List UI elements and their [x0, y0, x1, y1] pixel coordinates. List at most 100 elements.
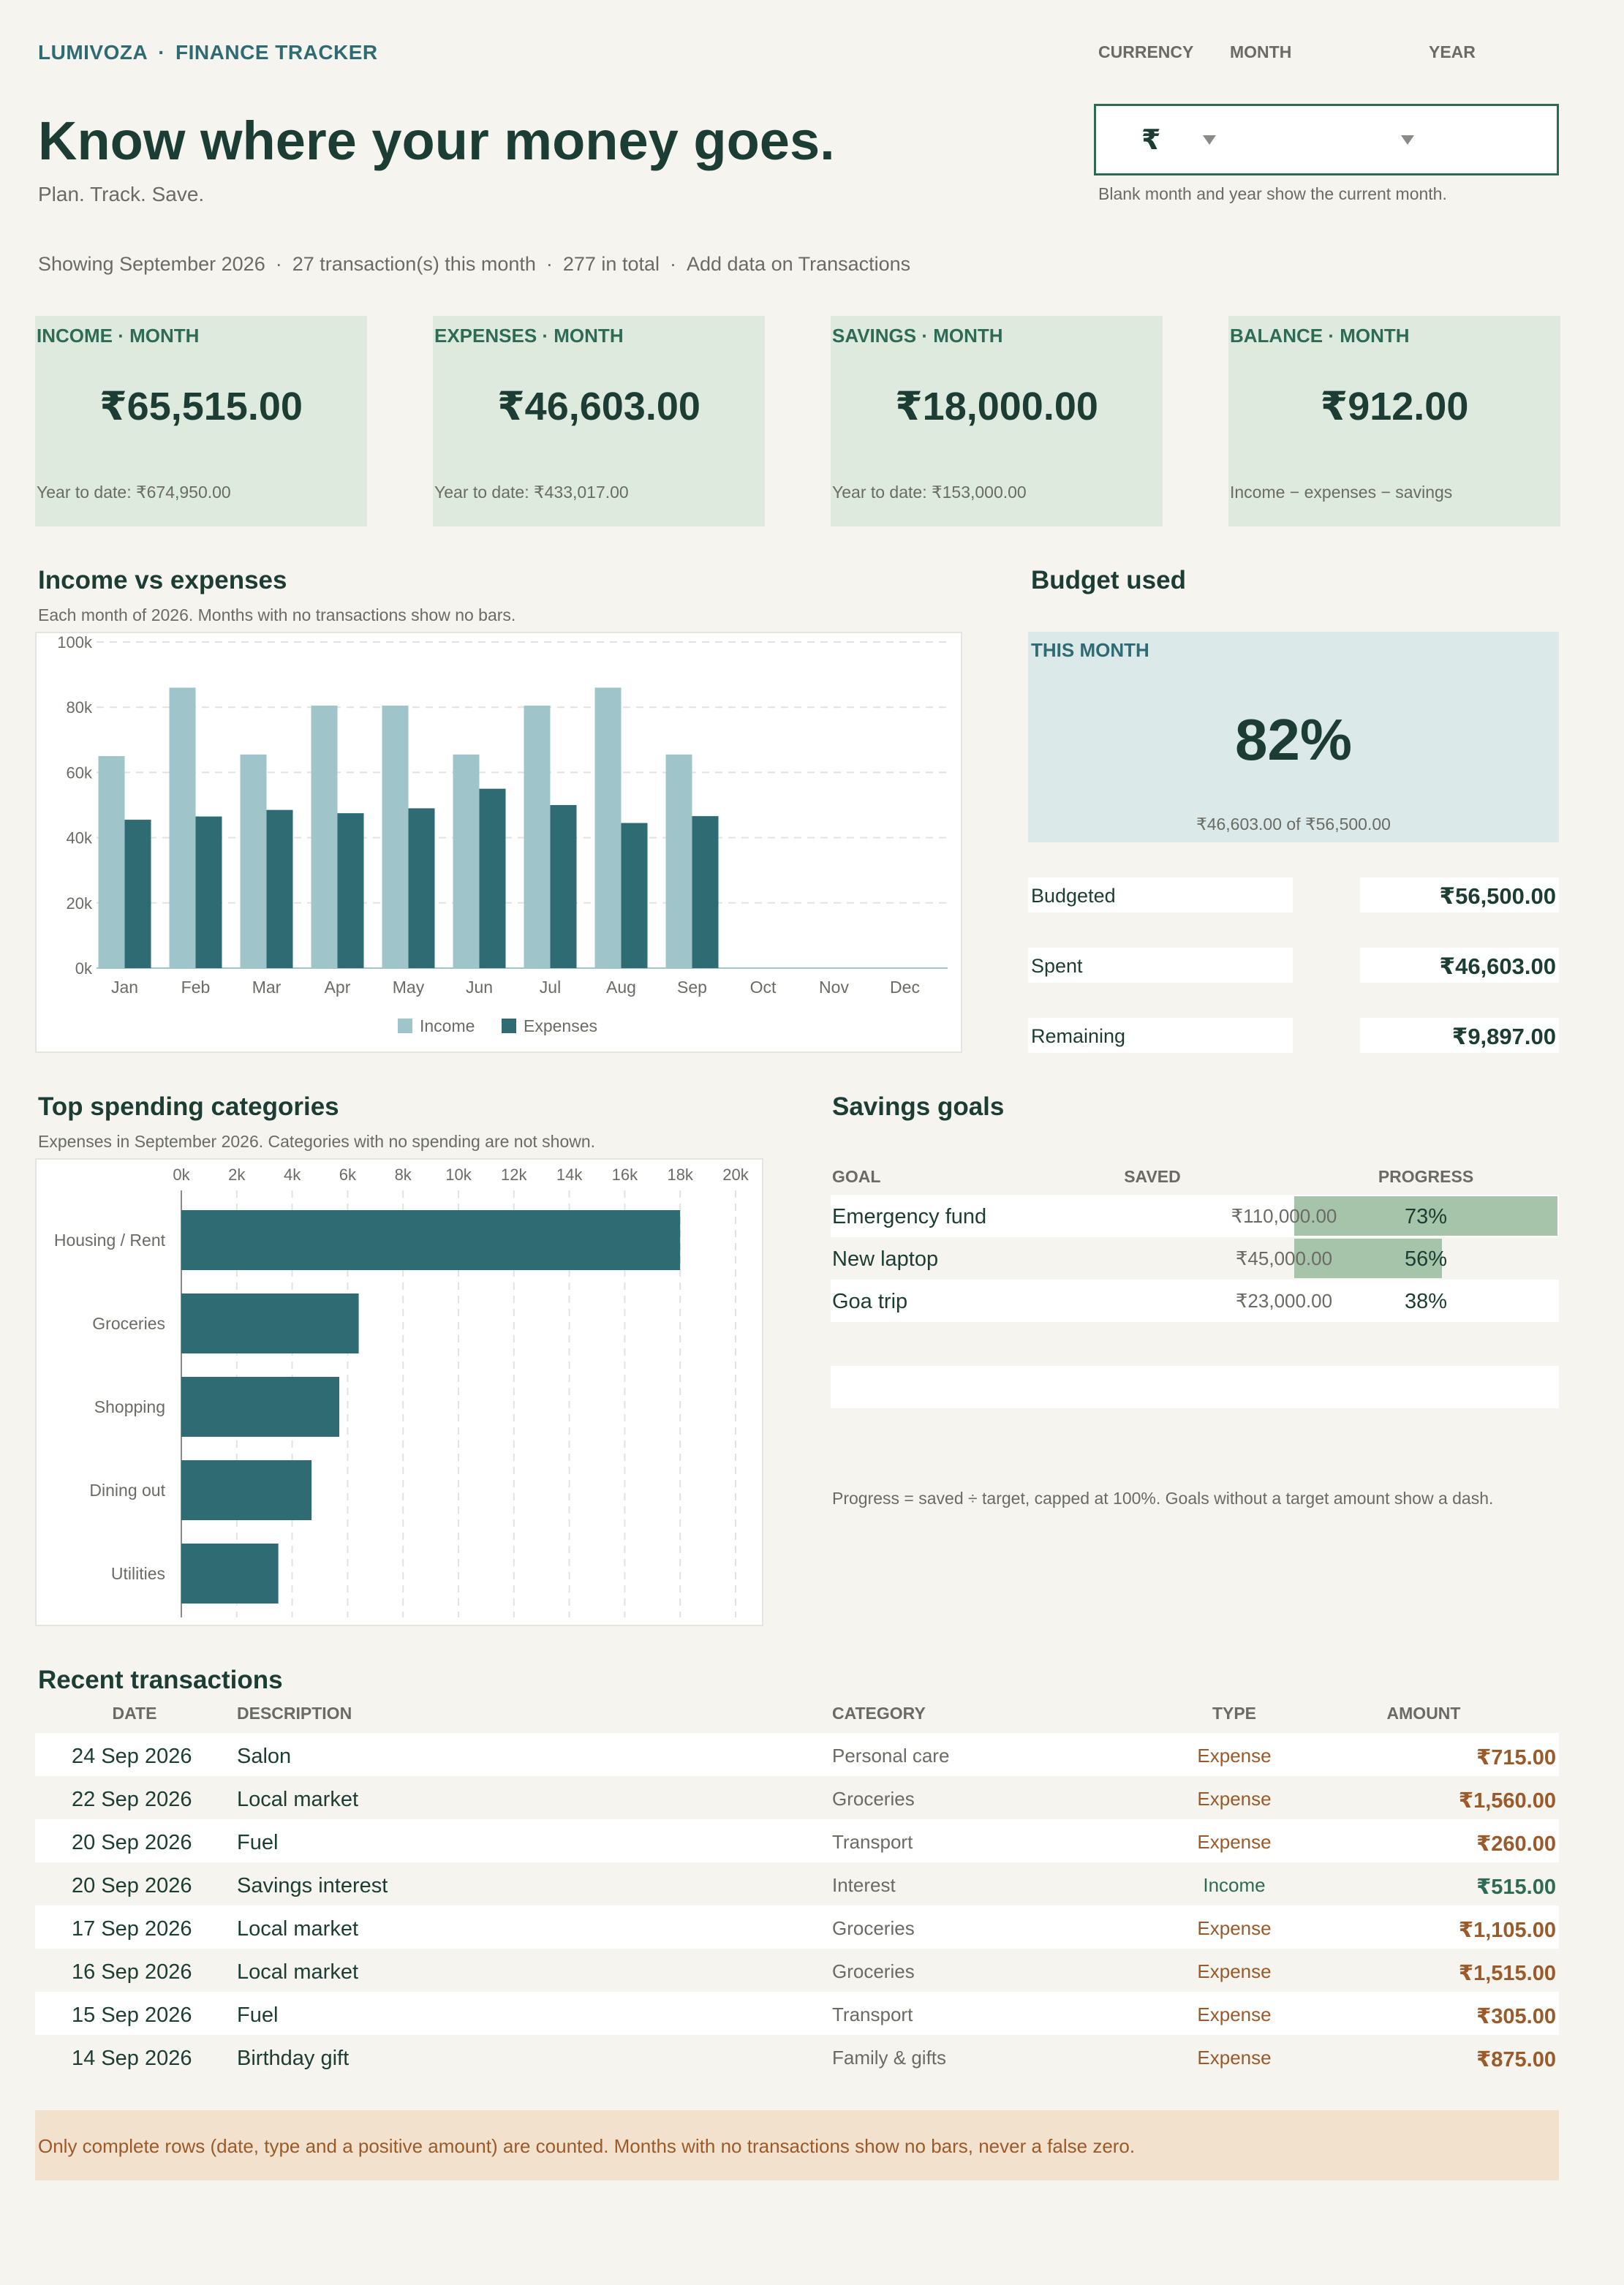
x-tick-label: 0k [173, 1166, 190, 1184]
tx-type: Expense [1197, 1788, 1272, 1810]
spending-categories-chart: 0k 2k 4k 6k 8k 10k 12k 14k 16k 18k 20k Housing / Re… [54, 1166, 749, 1617]
tx-description: Local market [237, 1960, 359, 1984]
category-label: Utilities [111, 1564, 165, 1583]
category-label: Dining out [89, 1481, 165, 1500]
budget-percent: 82% [1234, 707, 1353, 772]
goals-col-progress: PROGRESS [1378, 1167, 1474, 1186]
budget-row-value: ₹46,603.00 [1360, 948, 1559, 983]
tx-date: 22 Sep 2026 [72, 1788, 192, 1811]
kpi-label: BALANCE · MONTH [1230, 325, 1410, 347]
tx-category: Transport [832, 1831, 913, 1853]
budget-of-text: ₹46,603.00 of ₹56,500.00 [1196, 815, 1391, 834]
bar-expenses [479, 788, 506, 968]
tx-amount: ₹1,515.00 [1458, 1962, 1556, 1985]
add-data-link[interactable]: Add data on Transactions [686, 253, 911, 275]
category-label: Groceries [92, 1314, 165, 1333]
goal-name: Goa trip [832, 1290, 908, 1313]
goals-col-saved: SAVED [1124, 1167, 1181, 1186]
tx-type: Expense [1197, 1831, 1272, 1853]
tx-type: Expense [1197, 1745, 1272, 1767]
year-input[interactable] [1424, 104, 1559, 175]
budget-row-label: Remaining [1028, 1018, 1293, 1053]
bar-income [665, 754, 692, 968]
tx-amount: ₹1,105.00 [1458, 1919, 1556, 1942]
currency-select[interactable]: ₹ [1094, 104, 1228, 175]
tx-description: Local market [237, 1917, 359, 1941]
status-line: Showing September 2026 · 27 transaction(s)… [38, 253, 910, 276]
x-tick-label: Aug [606, 978, 636, 997]
kpi-label: SAVINGS · MONTH [832, 325, 1003, 347]
goal-progress-text: 56% [1404, 1247, 1448, 1271]
x-tick-label: 16k [612, 1166, 638, 1184]
goals-empty-row [831, 1366, 1559, 1408]
tx-date: 20 Sep 2026 [72, 1874, 192, 1897]
category-chart-panel: 0k 2k 4k 6k 8k 10k 12k 14k 16k 18k 20k Housing / Re… [35, 1158, 763, 1626]
status-separator: · [545, 253, 553, 275]
bar-expenses [621, 823, 648, 968]
kpi-subtext: Year to date: ₹433,017.00 [434, 483, 629, 502]
x-tick-label: Oct [750, 978, 777, 997]
kpi-value: ₹46,603.00 [497, 385, 700, 428]
x-tick-label: Jul [540, 978, 561, 997]
tx-category: Transport [832, 2003, 913, 2025]
kpi-subtext: Year to date: ₹153,000.00 [832, 483, 1027, 502]
month-select[interactable] [1226, 104, 1427, 175]
tx-category: Interest [832, 1874, 896, 1896]
tx-amount: ₹875.00 [1476, 2048, 1556, 2071]
y-tick-label: 0k [75, 959, 93, 978]
tx-type: Expense [1197, 2003, 1272, 2025]
tx-type: Expense [1197, 1917, 1272, 1939]
transaction-row: 22 Sep 2026 Local market Groceries Expense ₹… [35, 1776, 1559, 1819]
tx-category: Personal care [832, 1745, 950, 1767]
bar-expenses [337, 813, 364, 968]
bar-income [98, 756, 125, 968]
transaction-row: 24 Sep 2026 Salon Personal care Expense ₹715… [35, 1733, 1559, 1776]
y-tick-label: 60k [67, 763, 93, 782]
tx-date: 20 Sep 2026 [72, 1831, 192, 1854]
tx-amount: ₹715.00 [1476, 1746, 1556, 1770]
budget-row-value: ₹56,500.00 [1360, 877, 1559, 913]
y-tick-label: 100k [57, 633, 93, 651]
transaction-row: 16 Sep 2026 Local market Groceries Expense ₹… [35, 1949, 1559, 1992]
category-bar [181, 1377, 340, 1437]
kpi-subtext: Year to date: ₹674,950.00 [37, 483, 231, 502]
tx-date: 14 Sep 2026 [72, 2047, 192, 2070]
bar-income [240, 754, 267, 968]
bar-expenses [408, 808, 435, 968]
tx-amount: ₹1,560.00 [1458, 1789, 1556, 1813]
brand-separator: · [158, 41, 166, 64]
tx-category: Groceries [832, 1960, 915, 1982]
income-chart-subtitle: Each month of 2026. Months with no trans… [38, 605, 516, 624]
tx-col-date: DATE [112, 1704, 157, 1723]
controls-note: Blank month and year show the current mo… [1098, 184, 1447, 203]
goal-name: New laptop [832, 1247, 939, 1271]
category-bar [181, 1460, 312, 1520]
showing-period: Showing September 2026 [38, 253, 265, 275]
bar-income [524, 705, 551, 968]
tx-col-type: TYPE [1212, 1704, 1257, 1723]
goals-col-goal: GOAL [832, 1167, 881, 1186]
kpi-subtext: Income − expenses − savings [1230, 483, 1453, 502]
budget-usage-box: THIS MONTH 82% ₹46,603.00 of ₹56,500.00 [1028, 632, 1559, 842]
transactions-title: Recent transactions [38, 1666, 283, 1694]
kpi-card-savings: SAVINGS · MONTH ₹18,000.00 Year to date:… [831, 316, 1163, 526]
tx-description: Fuel [237, 2003, 279, 2027]
bar-expenses [124, 820, 151, 968]
chevron-down-icon [1203, 135, 1216, 145]
tx-amount: ₹305.00 [1476, 2005, 1556, 2028]
goal-row: New laptop ₹45,000.00 56% [831, 1237, 1559, 1280]
tx-date: 15 Sep 2026 [72, 2003, 192, 2027]
goals-note: Progress = saved ÷ target, capped at 100… [832, 1489, 1494, 1508]
tx-date: 24 Sep 2026 [72, 1745, 192, 1768]
budget-title: Budget used [1031, 566, 1186, 594]
tx-col-amount: AMOUNT [1386, 1704, 1461, 1723]
x-tick-label: Mar [252, 978, 282, 997]
x-tick-label: 4k [284, 1166, 301, 1184]
bar-income [594, 687, 622, 968]
income-chart-title: Income vs expenses [38, 566, 287, 594]
tx-type: Expense [1197, 2047, 1272, 2069]
category-label: Shopping [94, 1397, 165, 1416]
goals-title: Savings goals [832, 1092, 1005, 1121]
bar-income [169, 687, 196, 968]
y-tick-label: 20k [67, 894, 93, 913]
